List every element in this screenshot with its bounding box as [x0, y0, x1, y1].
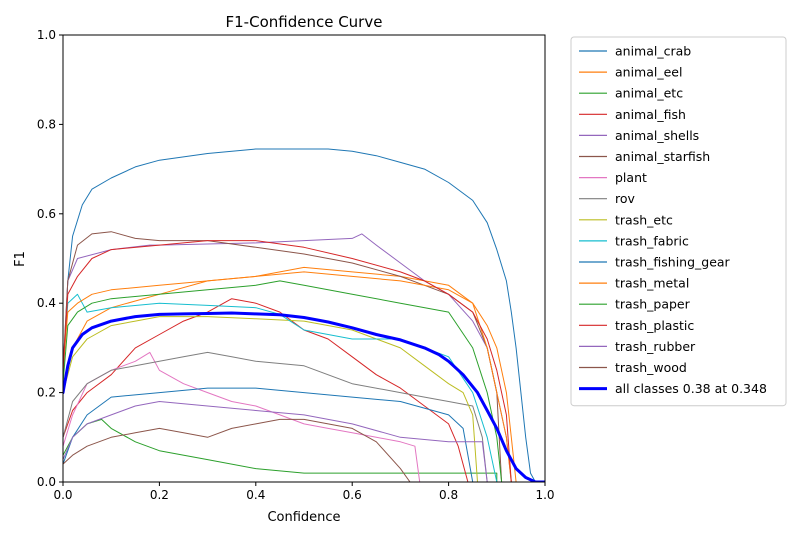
legend-item: trash_metal: [579, 276, 689, 291]
legend-label: animal_etc: [615, 86, 683, 101]
x-tick-label: 0.4: [246, 488, 265, 502]
y-tick-label: 1.0: [37, 28, 56, 42]
legend-item: animal_shells: [579, 128, 699, 143]
legend-box: [570, 36, 787, 407]
plot-area: [63, 148, 545, 482]
legend-label: animal_shells: [615, 128, 699, 143]
legend-item: animal_starfish: [579, 149, 710, 164]
legend-label: trash_rubber: [615, 339, 696, 354]
legend-item: trash_wood: [579, 360, 687, 375]
series-line-animal-starfish: [63, 231, 503, 482]
legend-label: trash_metal: [615, 276, 689, 291]
series-line-trash-etc: [63, 316, 478, 482]
legend-item: trash_fabric: [579, 233, 689, 248]
legend-item: plant: [579, 170, 647, 185]
series-line-trash-rubber: [63, 401, 488, 482]
x-tick-label: 0.6: [343, 488, 362, 502]
legend-label: animal_starfish: [615, 149, 710, 164]
series-line-plant: [63, 351, 421, 482]
y-axis-label: F1: [13, 251, 28, 267]
y-tick-label: 0.6: [37, 207, 56, 221]
legend-item: trash_rubber: [579, 339, 696, 354]
x-axis-label: Confidence: [267, 510, 340, 525]
x-tick-label: 0.8: [439, 488, 458, 502]
legend-item: trash_paper: [579, 297, 691, 312]
series-line-trash-metal: [63, 271, 512, 482]
series-line-trash-fabric: [63, 293, 498, 482]
series-line-animal-fish: [63, 298, 469, 482]
y-tick-label: 0.8: [37, 117, 56, 131]
x-tick-label: 1.0: [535, 488, 554, 502]
legend-label: rov: [615, 191, 636, 206]
legend-label: trash_fishing_gear: [615, 255, 731, 270]
legend-label: trash_wood: [615, 360, 687, 375]
chart-title: F1-Confidence Curve: [226, 13, 383, 31]
legend-item: trash_etc: [579, 212, 673, 227]
legend-label: plant: [615, 170, 647, 185]
legend-item: animal_etc: [579, 86, 683, 101]
legend-item: trash_plastic: [579, 318, 694, 333]
y-tick-label: 0.2: [37, 386, 56, 400]
legend-item: all classes 0.38 at 0.348: [579, 381, 767, 396]
legend-item: animal_crab: [579, 44, 691, 59]
legend-label: animal_fish: [615, 107, 686, 122]
legend-label: trash_paper: [615, 297, 691, 312]
series-line-all-classes-0-38-at-0-348: [63, 311, 545, 482]
axes: 0.0 0.2 0.4 0.6 0.8 1.0 0.0 0.2 0.4 0.6 0.8 1.0: [37, 28, 555, 502]
legend-label: animal_crab: [615, 44, 691, 59]
legend-item: animal_eel: [579, 65, 682, 80]
series-line-trash-plastic: [63, 240, 512, 482]
series-group: [63, 148, 545, 482]
legend: animal_crab animal_eel animal_etc animal_fi…: [570, 36, 787, 407]
legend-label: trash_plastic: [615, 318, 694, 333]
legend-item: animal_fish: [579, 107, 686, 122]
legend-label: trash_etc: [615, 212, 673, 227]
series-line-trash-wood: [63, 418, 411, 482]
series-line-animal-eel: [63, 266, 517, 482]
y-tick-label: 0.4: [37, 296, 56, 310]
x-tick-label: 0.0: [53, 488, 72, 502]
series-line-rov: [63, 351, 488, 482]
plot-frame: [62, 34, 546, 483]
x-tick-label: 0.2: [150, 488, 169, 502]
legend-label: all classes 0.38 at 0.348: [615, 381, 767, 396]
series-line-trash-fishing-gear: [63, 387, 474, 482]
legend-item: trash_fishing_gear: [579, 255, 731, 270]
series-line-animal-crab: [63, 148, 536, 482]
series-line-animal-etc: [63, 418, 498, 482]
legend-item: rov: [579, 191, 636, 206]
y-tick-label: 0.0: [37, 475, 56, 489]
legend-label: trash_fabric: [615, 233, 689, 248]
series-line-trash-paper: [63, 280, 503, 482]
legend-label: animal_eel: [615, 65, 682, 80]
